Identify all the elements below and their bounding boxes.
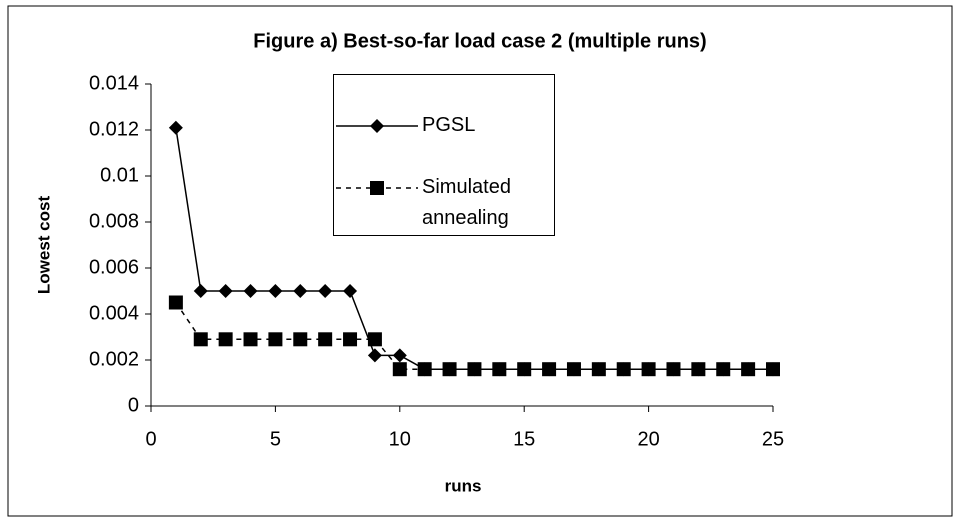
- marker: [417, 362, 432, 377]
- marker: [243, 284, 258, 298]
- marker: [343, 284, 358, 298]
- legend-label: PGSL: [422, 114, 476, 136]
- marker: [691, 362, 706, 377]
- marker: [467, 362, 482, 377]
- marker: [318, 284, 333, 298]
- marker: [268, 332, 283, 347]
- x-tick-label: 25: [762, 428, 784, 450]
- marker: [442, 362, 457, 377]
- x-tick-label: 15: [513, 428, 535, 450]
- marker: [392, 362, 407, 377]
- marker: [392, 348, 407, 363]
- y-tick-label: 0.006: [89, 256, 139, 278]
- marker: [168, 295, 183, 310]
- legend-label: Simulated annealing: [422, 176, 511, 229]
- marker: [492, 362, 507, 377]
- marker: [370, 181, 384, 195]
- x-axis-label: runs: [445, 476, 482, 495]
- marker: [370, 119, 384, 133]
- marker: [318, 332, 333, 347]
- marker: [591, 362, 606, 377]
- marker: [168, 120, 183, 135]
- marker: [367, 332, 382, 347]
- y-tick-label: 0.002: [89, 348, 139, 370]
- x-tick-label: 20: [637, 428, 659, 450]
- y-tick-label: 0.012: [89, 118, 139, 140]
- y-tick-label: 0.004: [89, 302, 139, 324]
- y-tick-label: 0.008: [89, 210, 139, 232]
- y-tick-label: 0.014: [89, 72, 139, 94]
- x-tick-label: 0: [145, 428, 156, 450]
- marker: [268, 284, 283, 298]
- marker: [218, 332, 233, 347]
- marker: [293, 332, 308, 347]
- marker: [741, 362, 756, 377]
- marker: [716, 362, 731, 377]
- marker: [616, 362, 631, 377]
- marker: [641, 362, 656, 377]
- marker: [243, 332, 258, 347]
- x-tick-label: 10: [389, 428, 411, 450]
- marker: [193, 332, 208, 347]
- legend: PGSL Simulated annealing: [333, 74, 555, 236]
- marker: [766, 362, 780, 377]
- y-tick-label: 0: [128, 394, 139, 416]
- y-tick-label: 0.01: [100, 164, 139, 186]
- y-axis-label: Lowest cost: [34, 196, 53, 295]
- marker: [367, 348, 382, 363]
- marker: [218, 284, 233, 298]
- marker: [193, 284, 208, 298]
- marker: [293, 284, 308, 298]
- marker: [566, 362, 581, 377]
- legend-swatch: [336, 181, 418, 195]
- legend-swatch: [336, 119, 418, 133]
- marker: [666, 362, 681, 377]
- marker: [517, 362, 532, 377]
- x-tick-label: 5: [270, 428, 281, 450]
- marker: [542, 362, 557, 377]
- chart-title: Figure a) Best-so-far load case 2 (multi…: [253, 30, 706, 52]
- marker: [343, 332, 358, 347]
